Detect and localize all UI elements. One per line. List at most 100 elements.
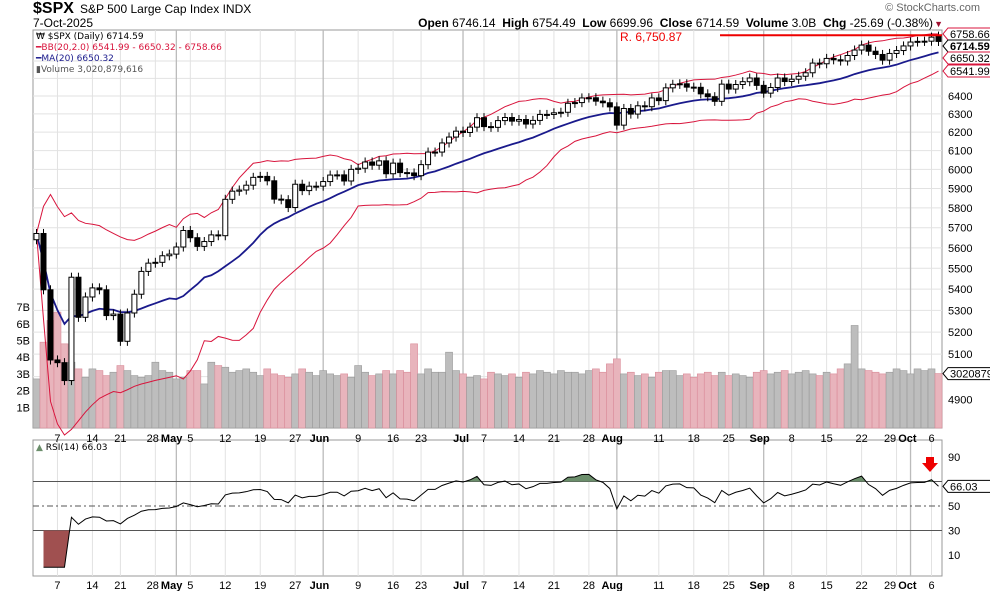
candle-body — [634, 105, 641, 115]
candle-body — [641, 105, 648, 108]
menu-triangle-icon[interactable]: ▼ — [934, 19, 943, 29]
volume-tick-label: 2B — [17, 386, 30, 398]
candle-body — [907, 41, 914, 47]
price-panel-frame — [32, 29, 943, 429]
y-tick-label: 6100 — [948, 146, 972, 158]
volume-bar — [557, 370, 565, 429]
y-tick-label: 5300 — [948, 305, 972, 317]
candle-body — [746, 77, 753, 83]
volume-bar — [850, 325, 859, 429]
candle-body — [508, 117, 515, 122]
volume-bar — [766, 373, 775, 429]
volume-bar — [459, 373, 467, 429]
volume-bar — [116, 365, 125, 429]
candle-body — [543, 113, 550, 116]
x-tick-label: 12 — [219, 580, 231, 591]
volume-bar — [773, 371, 782, 429]
y-tick-label: 6200 — [948, 127, 972, 139]
volume-bar — [696, 373, 705, 429]
candle-body — [474, 117, 481, 128]
volume-bar — [515, 376, 523, 429]
candle-body — [858, 44, 865, 51]
x-tick-label: 7 — [54, 580, 60, 591]
candle-body — [411, 172, 418, 177]
volume-bar — [627, 371, 635, 429]
candle-body — [145, 262, 152, 272]
candle-body — [152, 261, 159, 264]
candle-body — [264, 175, 271, 182]
volume-bar — [39, 341, 48, 429]
candle-body — [851, 49, 858, 57]
bollinger-bands — [35, 33, 939, 436]
volume-bar — [172, 378, 181, 429]
candle-body — [935, 35, 942, 42]
x-tick-label: 28 — [583, 580, 595, 591]
candle-body — [82, 296, 89, 318]
bb-lower-line — [35, 70, 939, 436]
exchange: INDX — [222, 2, 252, 16]
volume-bar — [738, 375, 747, 429]
rsi-icon: ▲ — [36, 443, 43, 453]
x-tick-label: May — [161, 580, 183, 591]
candle-body — [599, 100, 606, 104]
candle-body — [131, 293, 138, 314]
candle-body — [557, 111, 564, 114]
candle-body — [837, 59, 844, 62]
tag-ma-box — [942, 51, 990, 65]
volume-bar — [501, 375, 509, 429]
rsi-tick-label: 50 — [948, 501, 960, 513]
x-tick-label: 25 — [723, 433, 735, 445]
x-tick-label: 11 — [653, 433, 664, 445]
x-tick-label: 19 — [254, 433, 266, 445]
volume-bar — [857, 368, 866, 429]
candle-body — [103, 289, 110, 317]
x-tick-label: 6 — [928, 580, 934, 591]
volume-bar — [32, 378, 41, 429]
x-tick-label: Jul — [453, 580, 469, 591]
volume-bar — [403, 371, 411, 429]
rsi-tick-label: 10 — [948, 550, 960, 562]
candle-body — [697, 86, 704, 95]
x-tick-label: Aug — [601, 433, 622, 445]
stockcharts-logo[interactable]: © StockCharts.com — [885, 2, 980, 14]
candle-body — [571, 102, 578, 105]
volume-bar — [522, 371, 530, 429]
volume-bar — [445, 351, 453, 429]
volume-bar — [592, 368, 600, 429]
candle-body — [613, 106, 620, 126]
axes: 4900 5100 5200 5300 5400 5500 5600 5700 5800 5900… — [17, 91, 973, 591]
legend-price-text: $SPX (Daily) 6714.59 — [47, 32, 144, 42]
volume-bar — [529, 373, 537, 429]
x-tick-label: 15 — [821, 433, 833, 445]
candle-body — [802, 72, 809, 77]
volume-bar — [144, 375, 153, 429]
volume-bar — [662, 370, 670, 429]
volume-bar — [759, 370, 768, 429]
x-tick-label: 14 — [86, 433, 98, 445]
symbol: $SPX — [33, 0, 74, 17]
low-label: Low — [582, 16, 607, 30]
candle-body — [348, 168, 355, 182]
y-tick-label: 4900 — [948, 395, 972, 407]
security-name-text: S&P 500 Large Cap Index — [80, 2, 220, 16]
volume-bar — [613, 358, 621, 429]
rsi-panel-frame — [32, 439, 943, 577]
volume-bar — [752, 371, 761, 429]
x-tick-label: Aug — [601, 580, 622, 591]
volume-bar — [354, 365, 362, 429]
candle-body — [243, 184, 250, 191]
candle-body — [453, 130, 460, 138]
volume-bar — [389, 373, 397, 429]
y-tick-label: 5400 — [948, 284, 972, 296]
volume-bar — [606, 363, 614, 429]
volume-bar — [277, 375, 286, 429]
candle-body — [187, 229, 194, 239]
volume-bar — [270, 373, 279, 429]
volume-bar — [347, 376, 355, 429]
x-tick-label: Sep — [750, 580, 770, 591]
tag-bb-lower: 6541.99 — [950, 66, 990, 78]
x-tick-label: 16 — [387, 580, 399, 591]
y-tick-label: 5200 — [948, 327, 972, 339]
